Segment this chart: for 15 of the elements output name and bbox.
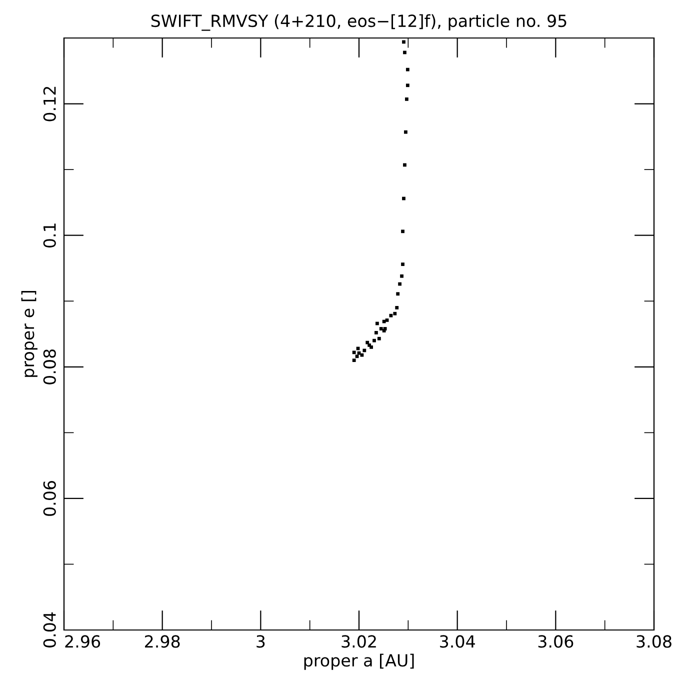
x-tick-label: 3.04 <box>440 635 475 648</box>
y-tick-label: 0.06 <box>43 480 56 516</box>
x-tick-label: 3 <box>256 635 265 648</box>
y-tick-label: 0.04 <box>43 612 56 648</box>
y-axis-title: proper e [] <box>21 291 38 377</box>
y-tick-label: 0.08 <box>43 349 56 384</box>
x-tick-label: 3.08 <box>636 635 672 648</box>
x-axis-title: proper a [AU] <box>304 654 414 670</box>
x-tick-label: 3.02 <box>342 635 376 648</box>
y-tick-label: 0.12 <box>43 86 56 122</box>
x-tick-label: 2.96 <box>65 635 100 648</box>
chart-title: SWIFT_RMVSY (4+210, eos−[12]f), particle no. 95 <box>151 14 566 31</box>
x-tick-label: 2.98 <box>145 635 180 648</box>
x-tick-label: 3.06 <box>538 635 574 648</box>
y-tick-label: 0.1 <box>43 224 56 248</box>
